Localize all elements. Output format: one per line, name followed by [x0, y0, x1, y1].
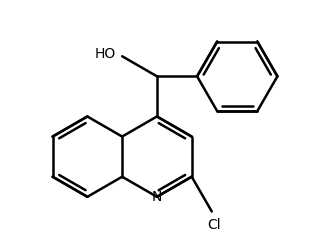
Text: Cl: Cl: [207, 218, 221, 232]
Text: N: N: [152, 190, 162, 204]
Text: HO: HO: [95, 47, 116, 61]
